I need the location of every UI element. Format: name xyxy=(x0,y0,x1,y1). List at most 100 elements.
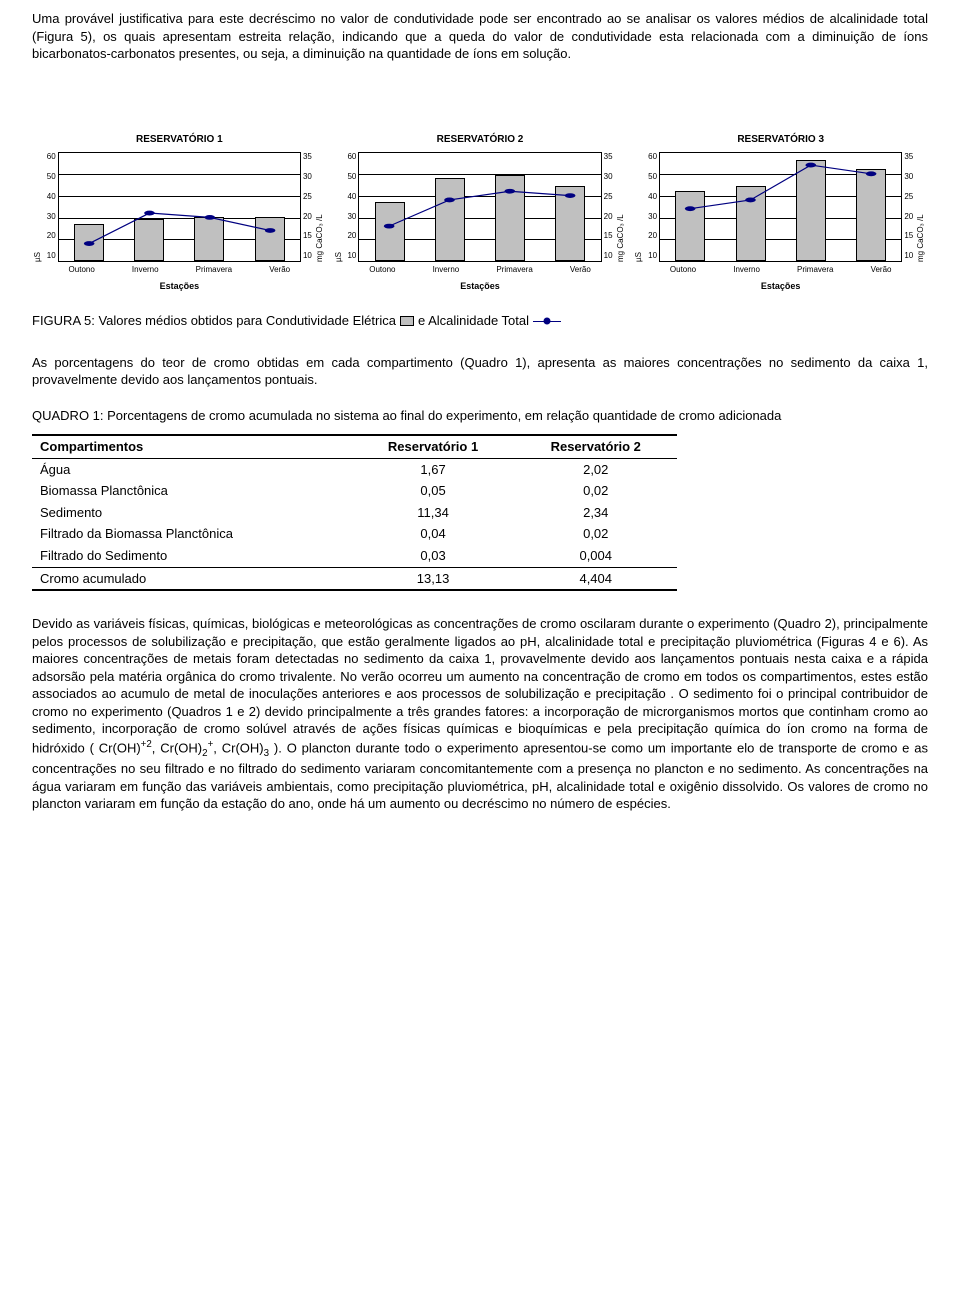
table-cell: Filtrado do Sedimento xyxy=(32,545,352,567)
chart-title: RESERVATÓRIO 2 xyxy=(437,133,524,147)
quadro-1-table: CompartimentosReservatório 1Reservatório… xyxy=(32,434,677,591)
table-cell: 0,02 xyxy=(514,480,677,502)
y-tick-right: 15 xyxy=(904,231,913,242)
x-tick: Outono xyxy=(670,265,696,276)
table-cell: 13,13 xyxy=(352,567,515,590)
table-header: Compartimentos xyxy=(32,435,352,458)
y-axis-right-label: mg CaCO₃ /L xyxy=(915,152,928,262)
y-tick-right: 30 xyxy=(904,172,913,183)
y-tick-right: 35 xyxy=(604,152,613,163)
figure-5-caption: FIGURA 5: Valores médios obtidos para Co… xyxy=(32,312,928,330)
y-tick-right: 15 xyxy=(303,231,312,242)
data-bar xyxy=(194,217,224,261)
y-tick-right: 20 xyxy=(904,212,913,223)
chart-panel: RESERVATÓRIO 3µS605040302010353025201510… xyxy=(633,133,928,292)
paragraph-1: Uma provável justificativa para este dec… xyxy=(32,10,928,63)
data-bar xyxy=(74,224,104,261)
paragraph-3: Devido as variáveis físicas, químicas, b… xyxy=(32,615,928,813)
data-bar xyxy=(375,202,405,261)
y-tick-left: 20 xyxy=(347,231,356,242)
table-row: Filtrado do Sedimento0,030,004 xyxy=(32,545,677,567)
y-tick-left: 40 xyxy=(347,192,356,203)
data-bar xyxy=(134,219,164,261)
x-tick: Outono xyxy=(69,265,95,276)
y-tick-left: 60 xyxy=(347,152,356,163)
y-tick-right: 35 xyxy=(303,152,312,163)
x-tick: Inverno xyxy=(733,265,760,276)
table-row: Sedimento11,342,34 xyxy=(32,502,677,524)
chart-title: RESERVATÓRIO 3 xyxy=(737,133,824,147)
y-axis-left-label: µS xyxy=(633,152,646,262)
y-tick-right: 35 xyxy=(904,152,913,163)
table-cell: 0,02 xyxy=(514,523,677,545)
y-axis-left-label: µS xyxy=(32,152,45,262)
y-tick-left: 30 xyxy=(347,212,356,223)
y-tick-right: 10 xyxy=(604,251,613,262)
table-cell: 2,34 xyxy=(514,502,677,524)
table-cell: Cromo acumulado xyxy=(32,567,352,590)
y-tick-right: 25 xyxy=(604,192,613,203)
fig5-caption-a: FIGURA 5: Valores médios obtidos para Co… xyxy=(32,312,396,330)
y-tick-right: 10 xyxy=(904,251,913,262)
data-bar xyxy=(675,191,705,261)
y-tick-left: 20 xyxy=(47,231,56,242)
table-cell: 2,02 xyxy=(514,458,677,480)
x-tick: Verão xyxy=(570,265,591,276)
fig5-caption-b: e Alcalinidade Total xyxy=(418,312,529,330)
y-tick-right: 25 xyxy=(904,192,913,203)
y-tick-left: 10 xyxy=(47,251,56,262)
x-tick: Outono xyxy=(369,265,395,276)
y-tick-left: 40 xyxy=(47,192,56,203)
y-axis-left-label: µS xyxy=(333,152,346,262)
x-tick: Inverno xyxy=(433,265,460,276)
table-cell: Sedimento xyxy=(32,502,352,524)
chart-plot xyxy=(659,152,902,262)
figure-5-charts: RESERVATÓRIO 1µS605040302010353025201510… xyxy=(32,133,928,292)
sup-plus2: +2 xyxy=(141,739,152,750)
y-tick-right: 15 xyxy=(604,231,613,242)
chart-title: RESERVATÓRIO 1 xyxy=(136,133,223,147)
table-cell: Água xyxy=(32,458,352,480)
table-header: Reservatório 1 xyxy=(352,435,515,458)
y-tick-right: 30 xyxy=(604,172,613,183)
quadro-1-caption: QUADRO 1: Porcentagens de cromo acumulad… xyxy=(32,407,928,425)
table-cell: 1,67 xyxy=(352,458,515,480)
y-tick-left: 10 xyxy=(648,251,657,262)
y-tick-left: 50 xyxy=(648,172,657,183)
y-tick-right: 20 xyxy=(303,212,312,223)
data-bar xyxy=(856,169,886,261)
x-axis-title: Estações xyxy=(460,280,500,292)
y-tick-left: 20 xyxy=(648,231,657,242)
legend-line-icon xyxy=(533,316,561,326)
x-axis-title: Estações xyxy=(160,280,200,292)
y-tick-right: 20 xyxy=(604,212,613,223)
chart-panel: RESERVATÓRIO 2µS605040302010353025201510… xyxy=(333,133,628,292)
table-cell: Biomassa Planctônica xyxy=(32,480,352,502)
y-tick-left: 50 xyxy=(347,172,356,183)
x-tick: Primavera xyxy=(797,265,833,276)
paragraph-2: As porcentagens do teor de cromo obtidas… xyxy=(32,354,928,389)
y-tick-left: 30 xyxy=(47,212,56,223)
data-bar xyxy=(495,175,525,261)
table-cell: 0,04 xyxy=(352,523,515,545)
y-tick-left: 60 xyxy=(47,152,56,163)
data-bar xyxy=(736,186,766,261)
y-axis-right-label: mg CaCO₃ /L xyxy=(314,152,327,262)
table-header: Reservatório 2 xyxy=(514,435,677,458)
table-cell: 0,004 xyxy=(514,545,677,567)
data-bar xyxy=(255,217,285,261)
table-cell: 4,404 xyxy=(514,567,677,590)
y-tick-right: 30 xyxy=(303,172,312,183)
p3a: Devido as variáveis físicas, químicas, b… xyxy=(32,616,928,755)
x-tick: Primavera xyxy=(196,265,232,276)
p3c: , Cr(OH) xyxy=(213,740,263,755)
table-cell: 11,34 xyxy=(352,502,515,524)
chart-plot xyxy=(358,152,601,262)
x-tick: Verão xyxy=(269,265,290,276)
y-tick-right: 25 xyxy=(303,192,312,203)
y-tick-left: 30 xyxy=(648,212,657,223)
y-axis-right-label: mg CaCO₃ /L xyxy=(615,152,628,262)
table-row: Filtrado da Biomassa Planctônica0,040,02 xyxy=(32,523,677,545)
legend-bar-icon xyxy=(400,316,414,326)
x-tick: Inverno xyxy=(132,265,159,276)
